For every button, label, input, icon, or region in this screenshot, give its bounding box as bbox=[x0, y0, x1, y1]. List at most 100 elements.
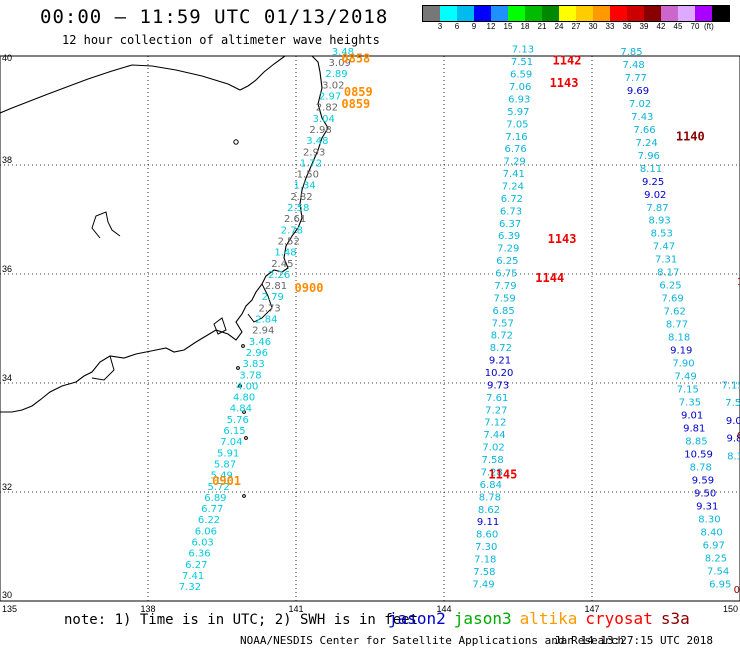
wave-height-value: 7.54 bbox=[707, 566, 729, 577]
wave-height-value: 9.21 bbox=[489, 356, 511, 367]
legend-swatch-14 bbox=[661, 6, 678, 21]
map-grid bbox=[0, 56, 740, 601]
wave-height-value: 9.59 bbox=[692, 475, 714, 486]
wave-height-value: 7.15 bbox=[721, 380, 740, 391]
wave-height-value: 6.93 bbox=[508, 94, 530, 105]
wave-height-value: 9.73 bbox=[487, 380, 509, 391]
wave-height-value: 7.43 bbox=[631, 112, 653, 123]
legend-swatch-3 bbox=[474, 6, 491, 21]
jason2-track-3: 7.15 7.5 9.0 9.8 8.3 bbox=[721, 380, 740, 462]
map-frame bbox=[0, 55, 740, 602]
wave-height-value: 6.36 bbox=[188, 549, 210, 560]
legend-tick-label: 33 bbox=[605, 22, 615, 31]
mission-legend-jason2: jason2 bbox=[388, 609, 446, 628]
legend-swatch-9 bbox=[576, 6, 593, 21]
wave-height-value: 7.02 bbox=[482, 443, 504, 454]
wave-height-value: 4.00 bbox=[236, 381, 258, 392]
wave-height-value: 7.28 bbox=[481, 467, 503, 478]
wave-height-value: 7.05 bbox=[506, 119, 528, 130]
wave-height-value: 10.20 bbox=[485, 368, 514, 379]
wave-height-value: 8.40 bbox=[700, 527, 722, 538]
island-izu-3 bbox=[238, 384, 242, 388]
legend-tick-label: 24 bbox=[554, 22, 564, 31]
wave-height-value: 7.47 bbox=[653, 242, 675, 253]
wave-height-value: 7.30 bbox=[475, 542, 497, 553]
wave-height-value: 7.41 bbox=[182, 571, 204, 582]
wave-height-value: 9.0 bbox=[726, 416, 740, 427]
wave-height-value: 7.32 bbox=[179, 582, 201, 593]
pass-time-label: 0859 bbox=[344, 85, 373, 99]
legend-swatch-10 bbox=[593, 6, 610, 21]
wave-height-value: 8.78 bbox=[479, 492, 501, 503]
wave-height-value: 2.96 bbox=[246, 348, 268, 359]
wave-height-value: 6.77 bbox=[201, 504, 223, 515]
wave-height-value: 7.06 bbox=[509, 82, 531, 93]
mission-legend-cryosat: cryosat bbox=[585, 609, 653, 628]
wave-height-value: 8.78 bbox=[690, 462, 712, 473]
wave-height-value: 7.61 bbox=[486, 393, 508, 404]
legend-tick-label: 3 bbox=[437, 22, 443, 31]
pass-time-label: 0859 bbox=[341, 97, 370, 111]
wave-height-value: 1.50 bbox=[297, 170, 319, 181]
wave-height-value: 7.15 bbox=[677, 385, 699, 396]
latitude-tick-label: 34 bbox=[2, 373, 12, 383]
wave-height-value: 6.84 bbox=[480, 480, 502, 491]
wave-height-value: 3.48 bbox=[306, 136, 328, 147]
wave-height-value: 7.5 bbox=[725, 398, 740, 409]
legend-swatch-4 bbox=[491, 6, 508, 21]
wave-height-value: 8.30 bbox=[698, 514, 720, 525]
coastline-noto bbox=[91, 211, 121, 239]
wave-height-value: 5.91 bbox=[217, 448, 239, 459]
wave-height-value: 00 bbox=[734, 585, 740, 596]
wave-height-value: 3.04 bbox=[313, 114, 335, 125]
wave-height-value: 2.98 bbox=[309, 125, 331, 136]
legend-swatch-7 bbox=[542, 6, 559, 21]
wave-height-value: 9.81 bbox=[683, 424, 705, 435]
wave-height-value: 7.57 bbox=[492, 318, 514, 329]
legend-tick-label: 27 bbox=[571, 22, 581, 31]
wave-height-value: 8.85 bbox=[685, 437, 707, 448]
legend-swatch-13 bbox=[644, 6, 661, 21]
island-izu-4 bbox=[242, 410, 246, 414]
longitude-tick-label: 141 bbox=[288, 604, 303, 614]
mission-legend: jason2 jason3 altika cryosat s3a bbox=[388, 609, 698, 628]
wave-height-value: 6.22 bbox=[198, 515, 220, 526]
wave-height-value: 7.49 bbox=[674, 372, 696, 383]
wave-height-value: 1.72 bbox=[300, 158, 322, 169]
wave-height-value: 6.73 bbox=[500, 206, 522, 217]
wave-height-value: 7.24 bbox=[502, 181, 524, 192]
wave-height-value: 7.96 bbox=[638, 151, 660, 162]
wave-height-value: 8.18 bbox=[668, 333, 690, 344]
wave-height-value: 1.34 bbox=[294, 181, 316, 192]
legend-swatch-2 bbox=[457, 6, 474, 21]
legend-swatch-11 bbox=[610, 6, 627, 21]
color-scale-unit: (ft) bbox=[704, 22, 714, 31]
wave-height-value: 3.46 bbox=[249, 337, 271, 348]
wave-height-value: 2.82 bbox=[290, 192, 312, 203]
wave-height-value: 2.89 bbox=[325, 69, 347, 80]
wave-height-value: 7.04 bbox=[220, 437, 242, 448]
wave-height-value: 8.11 bbox=[640, 164, 662, 175]
wave-height-value: 2.94 bbox=[252, 326, 274, 337]
legend-tick-label: 9 bbox=[471, 22, 477, 31]
wave-height-value: 6.97 bbox=[703, 540, 725, 551]
legend-swatch-8 bbox=[559, 6, 576, 21]
legend-tick-label: 39 bbox=[639, 22, 649, 31]
wave-height-value: 9.25 bbox=[642, 177, 664, 188]
latitude-tick-label: 38 bbox=[2, 155, 12, 165]
island-sado bbox=[233, 139, 239, 145]
wave-height-value: 9.11 bbox=[477, 517, 499, 528]
wave-height-value: 5.97 bbox=[507, 107, 529, 118]
wave-height-value: 7.85 bbox=[620, 47, 642, 58]
wave-height-value: 4.80 bbox=[233, 393, 255, 404]
coastline-honshu bbox=[0, 55, 329, 413]
wave-height-value: 2.93 bbox=[303, 147, 325, 158]
wave-height-value: 7.58 bbox=[482, 455, 504, 466]
wave-height-value: 7.49 bbox=[472, 579, 494, 590]
wave-height-value: 5.76 bbox=[227, 415, 249, 426]
wave-height-value: 3.83 bbox=[243, 359, 265, 370]
wave-height-value: 8.60 bbox=[476, 530, 498, 541]
wave-height-value: 9.19 bbox=[670, 346, 692, 357]
longitude-labels: 135 138 141 144 147 150 bbox=[2, 604, 738, 614]
